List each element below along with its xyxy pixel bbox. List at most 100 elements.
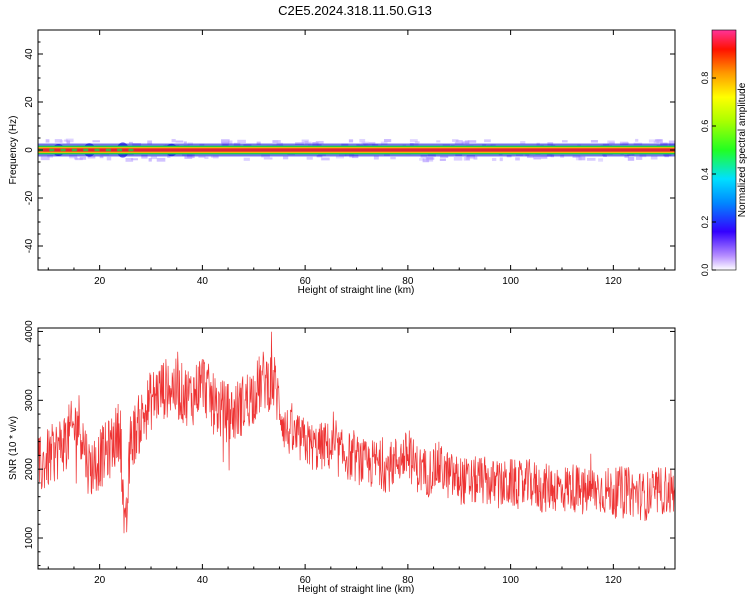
spectrogram-halo-cell <box>464 140 470 144</box>
snr-series-line <box>38 331 675 534</box>
colorbar-tick-label: 0.2 <box>700 216 710 229</box>
snr-ticks: 20 40 60 80 100 120 1000 2000 3000 4000 <box>24 320 675 586</box>
spectrogram-halo-cell <box>272 140 279 143</box>
spectrogram-halo-cell <box>87 155 96 159</box>
colorbar-ticks: 0.0 0.2 0.4 0.6 0.8 <box>700 72 716 276</box>
spectrogram-panel: 20 40 60 80 100 120 -40 -20 0 20 40 Height of stra… <box>8 29 676 296</box>
spectrogram-halo-cell <box>422 158 429 163</box>
spectrogram-halo-cell <box>304 140 308 145</box>
colorbar-tick-label: 0.8 <box>700 72 710 85</box>
spectrogram-halo-cell <box>321 157 330 161</box>
spectrogram-halo-cell <box>150 156 158 160</box>
colorbar-label: Normalized spectral amplitude <box>737 82 748 217</box>
spectrogram-halo-cell <box>648 139 657 143</box>
spectrogram-halo-cell <box>467 140 477 143</box>
snr-x-tick-label: 20 <box>94 575 106 586</box>
spectrogram-halo-cell <box>263 157 273 160</box>
spectrogram-halo-cell <box>301 139 309 144</box>
spectrogram-halo-cell <box>69 155 78 159</box>
snr-x-tick-label: 40 <box>197 575 209 586</box>
figure-title: C2E5.2024.318.11.50.G13 <box>278 3 432 18</box>
spectrogram-halo-cell <box>204 156 209 159</box>
spectrogram-halo-cell <box>499 157 503 162</box>
spectrogram-halo-cell <box>653 140 659 144</box>
spectrogram-halo-cell <box>414 141 420 144</box>
spectrogram-halo-cell <box>198 155 206 158</box>
spectrogram-halo-cell <box>425 157 435 160</box>
spectrogram-halo-cell <box>590 140 598 143</box>
spectrogram-halo-cell <box>167 155 171 158</box>
spectrogram-halo-cell <box>65 138 74 143</box>
spectrogram-area <box>38 138 675 163</box>
snr-y-axis-label: SNR (10 * v/v) <box>8 416 19 480</box>
snr-x-tick-label: 120 <box>605 575 622 586</box>
spectrogram-halo-cell <box>348 139 354 143</box>
spectrogram-halo-cell <box>63 139 68 142</box>
spectrogram-x-tick-label: 120 <box>605 276 622 287</box>
spectrogram-halo-cell <box>465 156 470 161</box>
spectrogram-y-tick-label: 20 <box>24 96 35 108</box>
spectrogram-y-tick-label: 40 <box>24 48 35 60</box>
spectrogram-core-texture <box>49 148 55 152</box>
spectrogram-halo-cell <box>283 156 289 160</box>
spectrogram-halo-cell <box>243 157 250 161</box>
spectrogram-halo-cell <box>533 156 541 160</box>
snr-x-tick-label: 80 <box>402 575 414 586</box>
spectrogram-halo-cell <box>221 140 230 144</box>
spectrogram-halo-cell <box>237 139 246 144</box>
spectrogram-halo-cell <box>40 156 50 161</box>
spectrogram-halo-cell <box>54 139 63 143</box>
spectrogram-halo-cell <box>463 156 471 161</box>
spectrogram-halo-cell <box>635 138 639 142</box>
spectrogram-halo-cell <box>361 141 369 144</box>
spectrogram-halo-cell <box>598 158 604 162</box>
spectrogram-halo-cell <box>454 142 464 145</box>
snr-panel: 20 40 60 80 100 120 1000 2000 3000 4000 Height of… <box>8 320 676 595</box>
spectrogram-halo-cell <box>540 155 548 159</box>
spectrogram-halo-cell <box>183 141 187 144</box>
snr-x-tick-label: 60 <box>300 575 312 586</box>
spectrogram-halo-cell <box>184 156 193 159</box>
spectrogram-x-tick-label: 100 <box>502 276 519 287</box>
spectrogram-halo-cell <box>171 138 176 143</box>
spectrogram-halo-cell <box>147 140 153 145</box>
spectrogram-halo-cell <box>439 158 446 161</box>
spectrogram-y-tick-label: -20 <box>24 190 35 205</box>
spectrogram-core-texture <box>83 148 89 152</box>
spectrogram-halo-cell <box>295 142 304 145</box>
spectrogram-core-texture <box>117 148 123 152</box>
colorbar: 0.0 0.2 0.4 0.6 0.8 Normalized spectral ampl… <box>700 29 748 276</box>
spectrogram-x-tick-label: 20 <box>94 276 106 287</box>
spectrogram-halo-cell <box>315 140 324 144</box>
spectrogram-core-texture <box>128 148 134 152</box>
spectrogram-halo-cell <box>607 140 615 144</box>
spectrogram-halo-cell <box>99 155 104 159</box>
spectrogram-halo-cell <box>373 155 379 160</box>
spectrogram-halo-cell <box>212 155 219 159</box>
spectrogram-halo-cell <box>221 139 230 143</box>
colorbar-gradient <box>711 29 737 271</box>
spectrogram-x-axis-label: Height of straight line (km) <box>298 285 415 296</box>
spectrogram-halo-cell <box>627 157 635 161</box>
spectrogram-halo-cell <box>562 140 568 143</box>
spectrogram-halo-cell <box>75 157 83 161</box>
spectrogram-halo-cell <box>654 139 662 142</box>
snr-plot-area <box>38 331 675 534</box>
spectrogram-halo-cell <box>306 156 313 160</box>
spectrogram-halo-cell <box>272 140 281 143</box>
spectrogram-halo-cell <box>92 140 100 143</box>
spectrogram-halo-cell <box>409 139 418 142</box>
spectrogram-halo-cell <box>359 138 366 143</box>
spectrogram-halo-cell <box>578 156 586 161</box>
spectrogram-halo-cell <box>256 141 261 145</box>
colorbar-tick-label: 0.6 <box>700 120 710 133</box>
snr-y-tick-label: 3000 <box>24 389 35 412</box>
spectrogram-halo-cell <box>106 156 112 161</box>
spectrogram-ticks: 20 40 60 80 100 120 -40 -20 0 20 40 <box>24 30 675 287</box>
spectrogram-halo-cell <box>466 155 476 159</box>
spectrogram-halo-cell <box>436 140 441 143</box>
spectrogram-halo-cell <box>455 140 463 143</box>
spectrogram-y-axis-label: Frequency (Hz) <box>8 116 19 185</box>
